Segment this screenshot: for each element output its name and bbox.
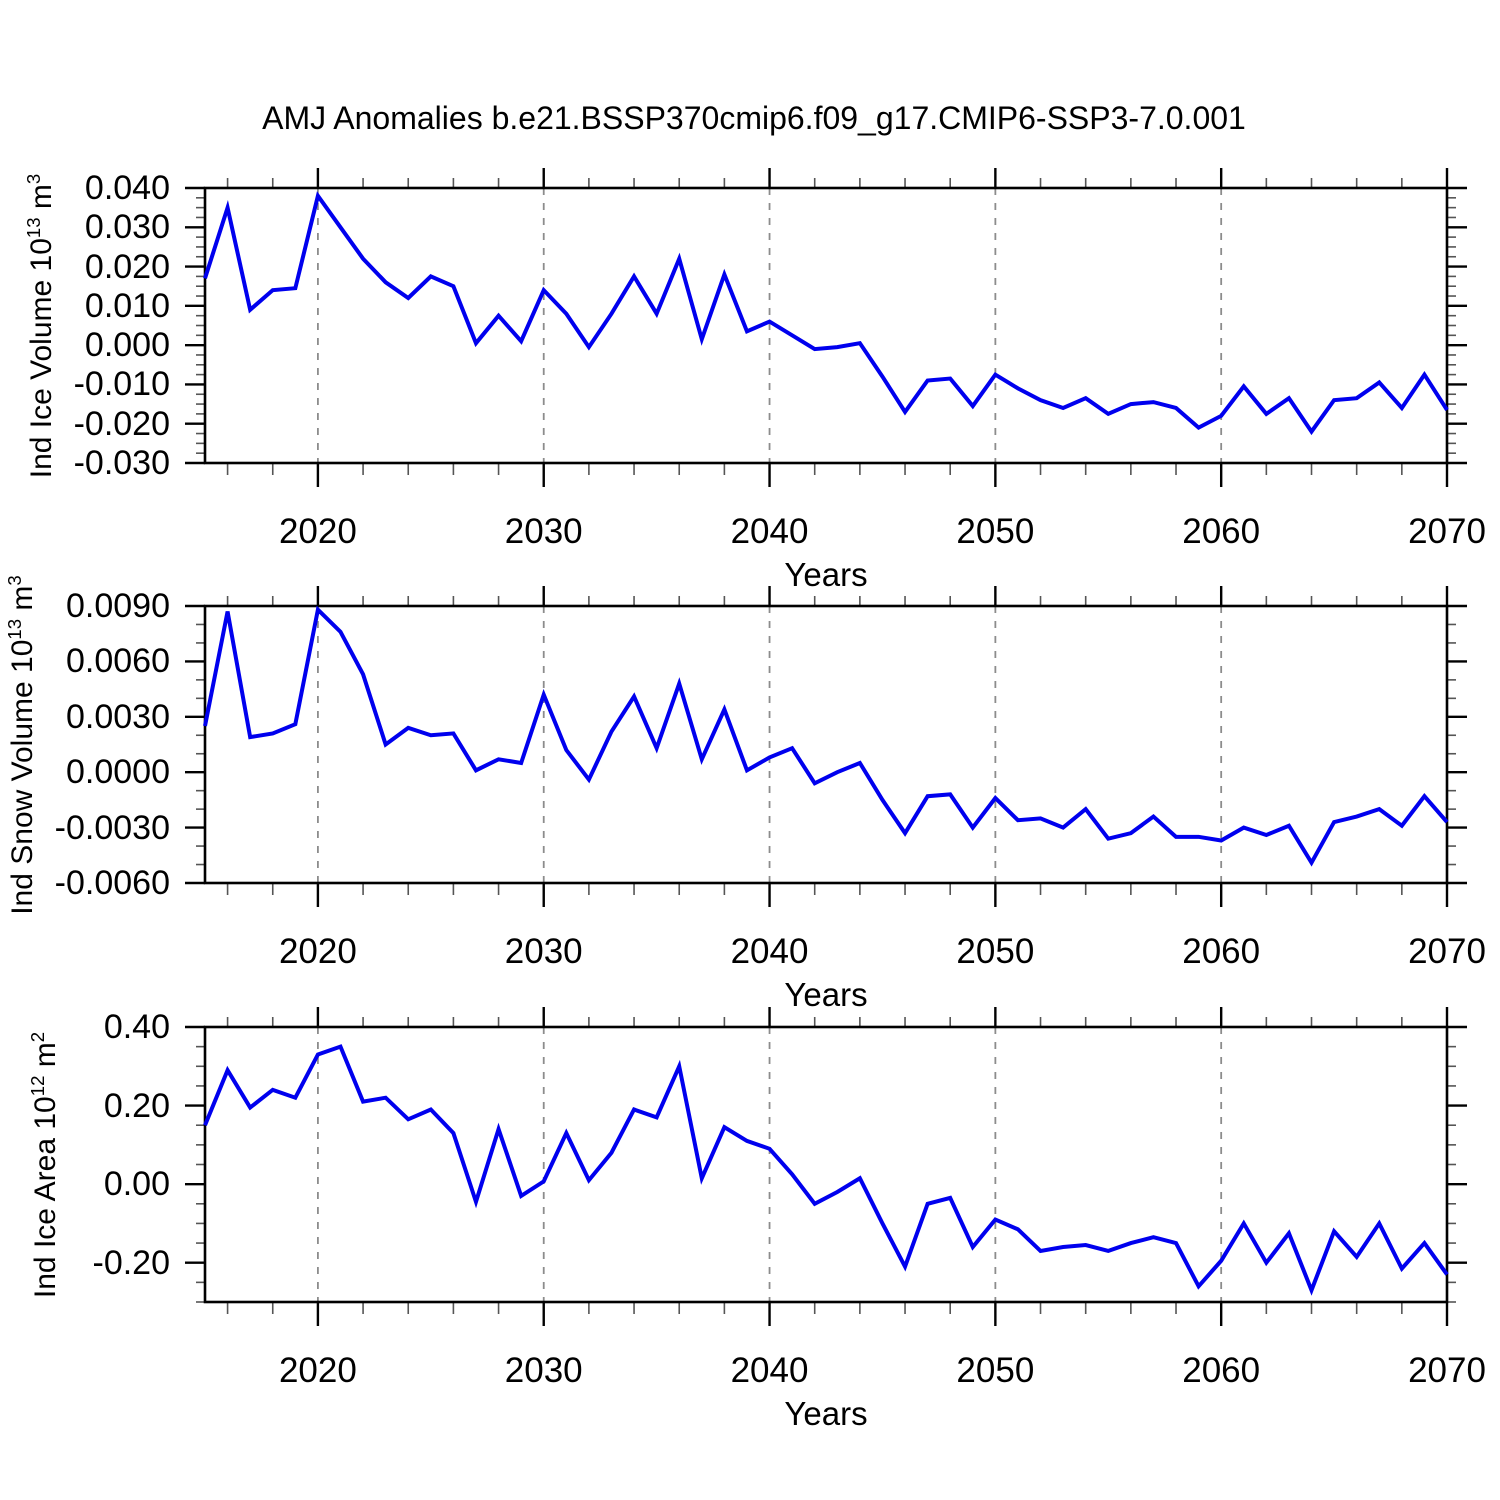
x-tick-label: 2060 <box>1182 1351 1261 1390</box>
x-tick-label: 2040 <box>730 1351 809 1390</box>
plot-frame <box>203 604 1449 885</box>
y-tick-label: 0.40 <box>103 1008 170 1046</box>
x-tick-label: 2030 <box>504 1351 583 1390</box>
plot-frame <box>203 186 1449 465</box>
y-tick-label: -0.0030 <box>54 808 170 847</box>
x-axis-title: Years <box>784 976 868 1013</box>
x-tick-label: 2050 <box>956 512 1035 551</box>
x-tick-label: 2040 <box>730 932 809 971</box>
chart-title: AMJ Anomalies b.e21.BSSP370cmip6.f09_g17… <box>262 100 1246 136</box>
y-tick-label: 0.0000 <box>66 753 170 792</box>
y-tick-label: 0.0060 <box>66 642 170 681</box>
x-tick-label: 2040 <box>730 512 809 551</box>
x-tick-label: 2050 <box>956 1351 1035 1390</box>
exponent-text: 3 <box>4 574 25 586</box>
y-tick-label: 0.010 <box>84 286 170 325</box>
x-tick-label: 2060 <box>1182 512 1261 551</box>
x-tick-label: 2030 <box>504 512 583 551</box>
x-tick-label: 2070 <box>1408 1351 1486 1390</box>
y-tick-label: -0.20 <box>92 1243 171 1282</box>
x-axis-title: Years <box>784 556 868 593</box>
y-tick-label: 0.20 <box>103 1086 170 1125</box>
y-tick-label: -0.0060 <box>54 864 170 902</box>
y-tick-label: 0.040 <box>84 169 170 207</box>
y-tick-label: 0.00 <box>103 1165 170 1204</box>
y-tick-label: 0.030 <box>84 208 170 247</box>
x-tick-label: 2070 <box>1408 932 1486 971</box>
plot-frame <box>203 1025 1449 1304</box>
x-tick-label: 2070 <box>1408 512 1486 551</box>
y-tick-label: -0.030 <box>73 444 170 482</box>
data-line-ind-ice-area <box>203 1044 1449 1296</box>
y-tick-label: -0.010 <box>73 365 170 404</box>
data-line-ind-snow-volume <box>203 605 1449 867</box>
y-tick-label: 0.0030 <box>66 697 170 736</box>
x-tick-label: 2020 <box>278 932 357 971</box>
x-tick-label: 2060 <box>1182 932 1261 971</box>
x-tick-label: 2030 <box>504 932 583 971</box>
x-tick-label: 2020 <box>278 1351 357 1390</box>
x-tick-label: 2020 <box>278 512 357 551</box>
data-line-ind-ice-volume <box>203 191 1449 436</box>
x-tick-label: 2050 <box>956 932 1035 971</box>
x-axis-title: Years <box>784 1395 868 1432</box>
y-tick-label: 0.020 <box>84 247 170 286</box>
y-tick-label: 0.000 <box>84 326 170 365</box>
y-tick-label: -0.020 <box>73 404 170 443</box>
y-tick-label: 0.0090 <box>66 587 170 625</box>
